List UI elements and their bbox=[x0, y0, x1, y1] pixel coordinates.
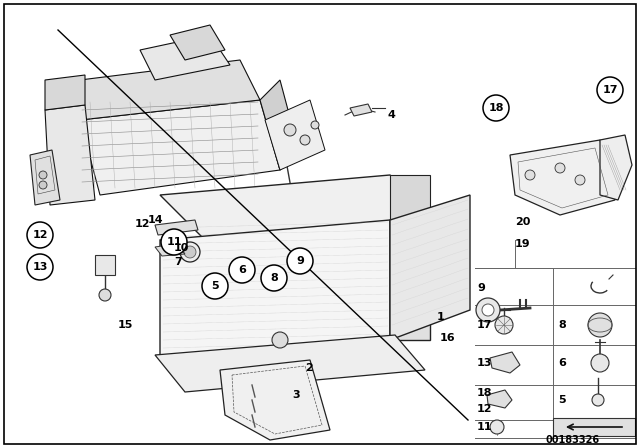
Polygon shape bbox=[350, 104, 372, 116]
Circle shape bbox=[39, 171, 47, 179]
Text: 20: 20 bbox=[515, 217, 531, 227]
Polygon shape bbox=[553, 418, 635, 436]
Circle shape bbox=[555, 163, 565, 173]
Circle shape bbox=[311, 121, 319, 129]
Text: 8: 8 bbox=[270, 273, 278, 283]
Polygon shape bbox=[390, 175, 430, 220]
Text: 1: 1 bbox=[437, 312, 445, 322]
Circle shape bbox=[525, 170, 535, 180]
Circle shape bbox=[490, 420, 504, 434]
Polygon shape bbox=[487, 390, 512, 408]
Circle shape bbox=[588, 313, 612, 337]
Circle shape bbox=[27, 254, 53, 280]
Circle shape bbox=[161, 229, 187, 255]
Circle shape bbox=[202, 273, 228, 299]
Text: 13: 13 bbox=[477, 358, 492, 368]
Text: 19: 19 bbox=[515, 239, 531, 249]
Text: 10: 10 bbox=[174, 243, 189, 253]
Text: 13: 13 bbox=[32, 262, 48, 272]
Polygon shape bbox=[170, 25, 225, 60]
Circle shape bbox=[27, 222, 53, 248]
Text: 3: 3 bbox=[292, 390, 300, 400]
Polygon shape bbox=[160, 175, 430, 240]
Text: 17: 17 bbox=[477, 320, 493, 330]
Text: 8: 8 bbox=[558, 320, 566, 330]
Polygon shape bbox=[390, 220, 430, 340]
Circle shape bbox=[284, 124, 296, 136]
Circle shape bbox=[180, 242, 200, 262]
Circle shape bbox=[300, 135, 310, 145]
Circle shape bbox=[495, 316, 513, 334]
Circle shape bbox=[184, 246, 196, 258]
Text: 12: 12 bbox=[135, 219, 150, 229]
Circle shape bbox=[476, 298, 500, 322]
Circle shape bbox=[287, 248, 313, 274]
Circle shape bbox=[229, 257, 255, 283]
Polygon shape bbox=[155, 335, 425, 392]
Text: 18: 18 bbox=[488, 103, 504, 113]
Polygon shape bbox=[265, 100, 325, 170]
Polygon shape bbox=[140, 35, 230, 80]
Polygon shape bbox=[600, 135, 632, 200]
Circle shape bbox=[482, 304, 494, 316]
Text: 5: 5 bbox=[558, 395, 566, 405]
Text: 15: 15 bbox=[118, 320, 133, 330]
Circle shape bbox=[39, 181, 47, 189]
Circle shape bbox=[597, 77, 623, 103]
Text: 5: 5 bbox=[211, 281, 219, 291]
Polygon shape bbox=[260, 80, 300, 170]
Text: 00183326: 00183326 bbox=[545, 435, 599, 445]
Circle shape bbox=[261, 265, 287, 291]
Polygon shape bbox=[220, 360, 330, 440]
Text: 11: 11 bbox=[166, 237, 182, 247]
Text: 12: 12 bbox=[32, 230, 48, 240]
Text: 9: 9 bbox=[477, 283, 485, 293]
Text: 11: 11 bbox=[477, 422, 493, 432]
Polygon shape bbox=[45, 105, 95, 205]
Polygon shape bbox=[45, 75, 85, 110]
Text: 6: 6 bbox=[558, 358, 566, 368]
Text: 12: 12 bbox=[477, 404, 493, 414]
Polygon shape bbox=[390, 195, 470, 340]
Polygon shape bbox=[80, 100, 280, 195]
Polygon shape bbox=[80, 60, 260, 120]
Polygon shape bbox=[160, 220, 390, 360]
Polygon shape bbox=[30, 150, 60, 205]
Circle shape bbox=[575, 175, 585, 185]
Circle shape bbox=[483, 95, 509, 121]
Circle shape bbox=[591, 354, 609, 372]
Text: 14: 14 bbox=[148, 215, 164, 225]
Polygon shape bbox=[155, 220, 198, 235]
Text: 4: 4 bbox=[388, 110, 396, 120]
Text: 2: 2 bbox=[305, 363, 313, 373]
Text: 18: 18 bbox=[477, 388, 493, 398]
Text: 7: 7 bbox=[174, 257, 182, 267]
Polygon shape bbox=[155, 244, 185, 256]
Text: 17: 17 bbox=[602, 85, 618, 95]
Circle shape bbox=[592, 394, 604, 406]
Polygon shape bbox=[510, 140, 615, 215]
Text: 16: 16 bbox=[440, 333, 456, 343]
Text: 6: 6 bbox=[238, 265, 246, 275]
Polygon shape bbox=[490, 352, 520, 373]
Polygon shape bbox=[95, 255, 115, 275]
Text: 9: 9 bbox=[296, 256, 304, 266]
Circle shape bbox=[99, 289, 111, 301]
Circle shape bbox=[272, 332, 288, 348]
